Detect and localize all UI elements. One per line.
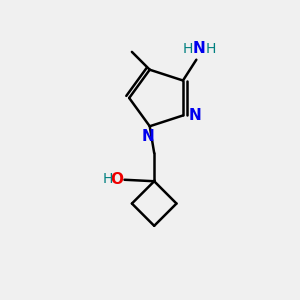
Text: N: N bbox=[142, 129, 155, 144]
Text: H: H bbox=[182, 42, 193, 56]
Text: N: N bbox=[192, 41, 205, 56]
Text: O: O bbox=[110, 172, 123, 187]
Text: N: N bbox=[188, 108, 201, 123]
Text: H: H bbox=[102, 172, 112, 186]
Text: H: H bbox=[206, 42, 216, 56]
